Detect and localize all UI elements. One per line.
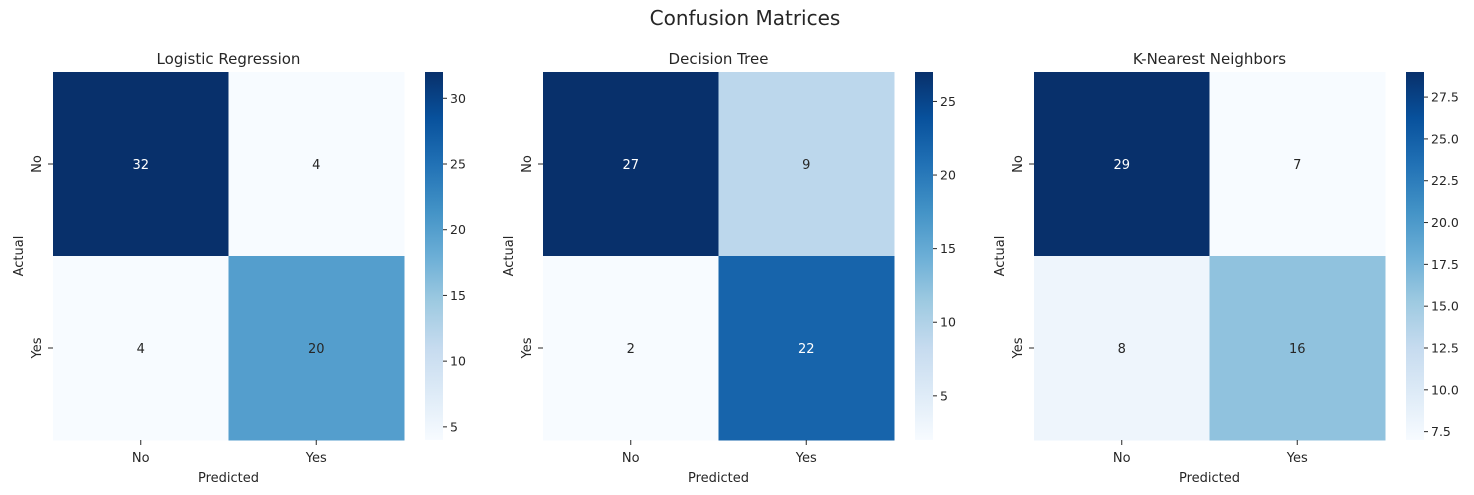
cell-value-label: 27 [622,158,639,173]
heatmap-cell [53,256,229,441]
heatmap-cell [543,256,719,441]
colorbar-tick-label: 27.5 [1431,90,1459,105]
x-tick-label: No [132,451,150,466]
colorbar-tick-label: 25 [450,157,466,172]
x-axis-label: Predicted [198,471,259,486]
heatmap-cell [543,72,719,257]
cell-value-label: 22 [798,342,815,357]
colorbar-tick-label: 12.5 [1431,341,1459,356]
heatmap-cell [228,72,405,257]
heatmap-cell [228,256,405,441]
colorbar-tick-label: 20 [450,222,466,237]
colorbar-tick-label: 25.0 [1431,131,1459,146]
colorbar-tick-label: 5 [940,388,948,403]
colorbar-tick-label: 15 [450,288,466,303]
colorbar-tick-label: 17.5 [1431,257,1459,272]
panel-title: Logistic Regression [157,50,301,68]
y-axis-label: Actual [993,236,1008,277]
heatmap-cell [53,72,229,257]
panel-title: K-Nearest Neighbors [1133,50,1286,68]
cell-value-label: 4 [137,342,145,357]
cell-value-label: 29 [1113,158,1130,173]
cell-value-label: 9 [802,158,810,173]
colorbar [915,72,933,440]
heatmap-cell [718,72,895,257]
heatmap-panel: Logistic Regression 32 4 4 20 No Yes Predicted N… [12,50,466,486]
x-tick-label: Yes [1286,451,1308,466]
heatmap-cell [1034,72,1210,257]
cell-value-label: 20 [308,342,325,357]
y-tick-label: Yes [1011,337,1026,359]
colorbar-tick-label: 20 [940,168,956,183]
panel-title: Decision Tree [669,50,769,68]
colorbar-tick-label: 30 [450,91,466,106]
colorbar-tick-label: 10 [450,354,466,369]
colorbar [1406,72,1424,440]
x-axis-label: Predicted [1179,471,1240,486]
figure-title: Confusion Matrices [650,6,841,30]
x-tick-label: No [1113,451,1131,466]
colorbar-tick-label: 22.5 [1431,173,1459,188]
heatmap-cell [1034,256,1210,441]
y-tick-label: Yes [520,337,535,359]
colorbar-tick-label: 5 [450,419,458,434]
heatmap-cell [1209,72,1386,257]
x-tick-label: Yes [795,451,817,466]
y-axis-label: Actual [12,236,27,277]
cell-value-label: 4 [312,158,320,173]
cell-value-label: 8 [1118,342,1126,357]
heatmap-cell [1209,256,1386,441]
cell-value-label: 2 [627,342,635,357]
y-axis-label: Actual [502,236,517,277]
y-tick-label: Yes [30,337,45,359]
y-tick-label: No [1011,155,1026,173]
colorbar-tick-label: 20.0 [1431,215,1459,230]
cell-value-label: 32 [132,158,149,173]
y-tick-label: No [520,155,535,173]
x-axis-label: Predicted [688,471,749,486]
x-tick-label: Yes [305,451,327,466]
colorbar-tick-label: 15.0 [1431,299,1459,314]
heatmap-panel: K-Nearest Neighbors 29 7 8 16 No Yes Predicted N… [993,50,1459,486]
colorbar-tick-label: 7.5 [1431,424,1451,439]
x-tick-label: No [622,451,640,466]
colorbar-tick-label: 10.0 [1431,382,1459,397]
colorbar-tick-label: 15 [940,241,956,256]
colorbar-tick-label: 10 [940,315,956,330]
y-tick-label: No [30,155,45,173]
colorbar [425,72,443,440]
colorbar-tick-label: 25 [940,94,956,109]
heatmap-cell [718,256,895,441]
cell-value-label: 7 [1293,158,1301,173]
cell-value-label: 16 [1289,342,1306,357]
